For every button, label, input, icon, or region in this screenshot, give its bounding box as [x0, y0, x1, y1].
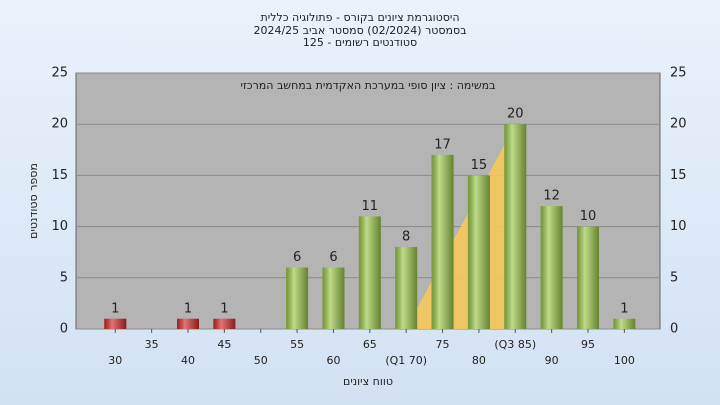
data-label: 8 — [402, 230, 410, 245]
data-label: 10 — [580, 209, 597, 224]
data-label: 20 — [507, 107, 524, 122]
y-tick-label: 25 — [51, 66, 68, 81]
data-label: 1 — [184, 301, 192, 316]
y2-tick-label: 5 — [670, 270, 678, 285]
data-label: 17 — [434, 137, 451, 152]
bar-shade — [577, 226, 599, 329]
x-tick-label: 45 — [217, 338, 231, 351]
data-label: 12 — [543, 189, 560, 204]
x-tick-label: 50 — [254, 354, 268, 367]
bar-shade — [395, 247, 418, 329]
y-tick-label: 15 — [51, 168, 68, 183]
y2-tick-label: 10 — [670, 219, 687, 234]
y-tick-label: 10 — [51, 219, 68, 234]
x-tick-label: 40 — [181, 354, 195, 367]
y-tick-label: 5 — [60, 270, 68, 285]
x-tick-label: 65 — [363, 338, 377, 351]
y-tick-label: 20 — [51, 117, 68, 132]
title-line: סטודנטים רשומים - 125 — [303, 36, 417, 49]
x-tick-label: 90 — [545, 354, 559, 367]
bar-shade — [504, 124, 527, 329]
x-tick-label: 100 — [614, 354, 635, 367]
x-tick-label: 35 — [145, 338, 159, 351]
bar-shade — [467, 175, 490, 329]
bar-shade — [177, 318, 199, 329]
data-label: 11 — [362, 199, 379, 214]
bar-shade — [613, 318, 636, 329]
y2-tick-label: 15 — [670, 168, 687, 183]
bar-shade — [540, 206, 563, 329]
x-tick-label: 75 — [436, 338, 450, 351]
x-axis-label: טווח ציונים — [343, 375, 393, 388]
x-tick-label: 80 — [472, 354, 486, 367]
bar-shade — [213, 318, 236, 329]
title-line: היסטוגרמת ציונים בקורס - פתולוגיה כללית — [261, 11, 460, 24]
bar-shade — [358, 216, 381, 329]
x-tick-label: 30 — [108, 354, 122, 367]
x-tick-label: (Q3 85) — [494, 338, 536, 351]
y-tick-label: 0 — [60, 322, 68, 337]
x-tick-label: 60 — [326, 354, 340, 367]
data-label: 6 — [293, 250, 301, 265]
annotation: במשימה : ציון סופי במערכת האקדמית במחשב … — [241, 79, 496, 92]
bar-shade — [104, 318, 127, 329]
data-label: 1 — [620, 301, 628, 316]
bar-shade — [431, 154, 454, 329]
data-label: 1 — [220, 301, 228, 316]
y2-tick-label: 0 — [670, 322, 678, 337]
x-tick-label: 55 — [290, 338, 304, 351]
y-axis-label: מספר סטודנטים — [27, 163, 40, 239]
y2-tick-label: 25 — [670, 66, 687, 81]
title-line: בסמסטר (02/2024) סמסטר אביב 2024/25 — [253, 24, 466, 37]
x-tick-label: (Q1 70) — [385, 354, 427, 367]
y2-tick-label: 20 — [670, 117, 687, 132]
data-label: 6 — [329, 250, 337, 265]
bar-shade — [322, 267, 345, 329]
data-label: 15 — [471, 158, 488, 173]
bar-shade — [286, 267, 309, 329]
x-tick-label: 95 — [581, 338, 595, 351]
data-label: 1 — [111, 301, 119, 316]
